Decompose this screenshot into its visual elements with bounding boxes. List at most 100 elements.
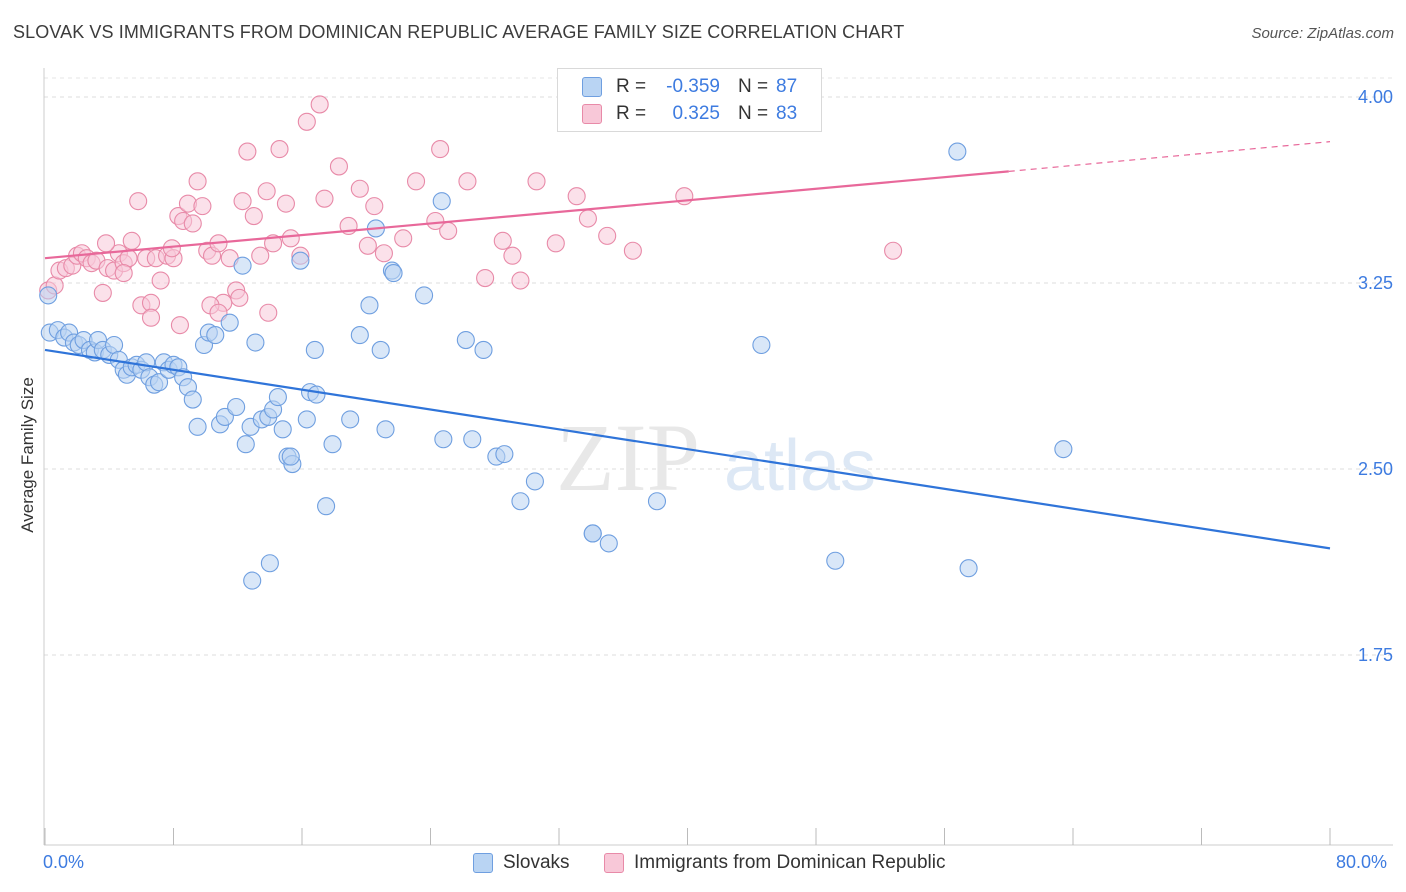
dominican-point [141,308,161,327]
dominican-point [170,316,189,335]
slovak-point [183,390,202,409]
legend-r-label: R = [616,76,647,97]
slovak-point [463,430,482,449]
slovak-point [246,333,265,352]
slovak-point [525,472,544,491]
slovak-point [511,492,530,511]
slovak-point [206,326,225,345]
dominican-point [244,206,263,226]
dominican-point [238,142,257,161]
dominican-point [365,197,384,216]
slovak-point [376,420,395,439]
dominican-point [394,229,413,248]
dominican-point [188,172,207,191]
dominican-point [406,172,426,191]
dominican-point [567,187,586,206]
slovak-point [227,397,246,417]
dominican-point [315,189,334,208]
slovak-point [305,340,324,360]
dominican-point [329,157,348,176]
dominican-point [426,211,445,231]
dominican-point [233,192,252,211]
dominican-point [259,303,278,322]
slovak-point [291,251,310,270]
dominican-point [122,231,141,250]
source-label: Source: ZipAtlas.com [1251,25,1394,42]
slovak-point [243,571,262,590]
dominican-point [884,241,903,260]
legend-item-dominican: Immigrants from Dominican Republic [604,852,946,874]
dominican-point [297,112,316,131]
y-tick-labels: 1.75 2.50 3.25 4.00 [1358,87,1393,665]
trend-lines [44,141,1331,550]
slovak-point [260,554,279,573]
dominican-point [230,288,249,307]
legend-row-dominican: R = 0.325 N = 83 [582,102,797,126]
dominican-point [257,182,276,201]
y-tick-label: 2.50 [1358,459,1393,479]
legend-r-value: -0.359 [666,76,720,97]
dominican-point [374,244,393,263]
legend-row-slovaks: R = -0.359 N = 87 [582,75,797,99]
slovak-point [826,551,845,570]
dominican-point [129,192,148,211]
legend-n-label: N = [738,103,769,124]
legend-swatch-blue [473,853,493,873]
slovak-point [495,445,514,464]
dominican-point [578,209,597,228]
legend-swatch-pink [604,853,624,873]
dominican-point [276,194,295,213]
legend-label-dominican: Immigrants from Dominican Republic [634,852,946,873]
slovak-point [434,430,453,449]
slovak-point [149,373,169,392]
dominican-point [503,246,522,265]
chart-title: SLOVAK VS IMMIGRANTS FROM DOMINICAN REPU… [13,22,905,42]
legend-n-value: 87 [776,76,798,97]
slovak-point [307,385,326,404]
dominican-point [310,95,329,114]
dominican-point [183,214,202,233]
legend-n-label: N = [738,76,769,97]
slovak-point [752,335,771,355]
dominican-point [546,234,565,253]
gridlines [44,77,1393,656]
dominican-point [151,271,170,290]
slovak-point [323,435,342,454]
x-axis-max-label: 80.0% [1336,852,1388,872]
dominican-point [623,241,642,260]
series-legend: Slovaks Immigrants from Dominican Republ… [0,852,1406,876]
axes [43,68,1393,846]
legend-label-slovaks: Slovaks [503,852,570,873]
dominican-trend-line [44,170,1009,260]
slovak-point [432,192,451,211]
y-tick-label: 1.75 [1358,645,1393,665]
dominican-point [114,264,133,283]
slovak-point [39,286,58,305]
slovak-point [583,524,602,543]
slovak-point [137,353,156,372]
slovak-point [268,388,287,407]
dominican-point [431,140,450,159]
dominican-point [598,226,617,245]
slovak-point [341,410,360,429]
dominican-trend-extension [1008,141,1331,172]
correlation-legend: R = -0.359 N = 87 R = 0.325 N = 83 [557,68,822,132]
slovak-point [456,330,475,350]
slovak-point [371,340,390,360]
legend-r-label: R = [616,103,647,124]
slovak-trend-line [44,348,1331,550]
series-slovak-points [39,142,1073,590]
slovak-point [350,326,369,345]
slovak-point [959,559,978,578]
x-axis-min-label: 0.0% [43,852,85,872]
slovak-point [599,534,618,553]
slovak-point [647,492,667,511]
legend-r-value: 0.325 [672,103,720,124]
slovak-point [297,410,316,429]
slovak-point [317,497,336,516]
slovak-point [273,420,292,439]
slovak-point [1054,440,1073,459]
legend-item-slovaks: Slovaks [473,852,570,874]
slovak-point [188,417,207,436]
